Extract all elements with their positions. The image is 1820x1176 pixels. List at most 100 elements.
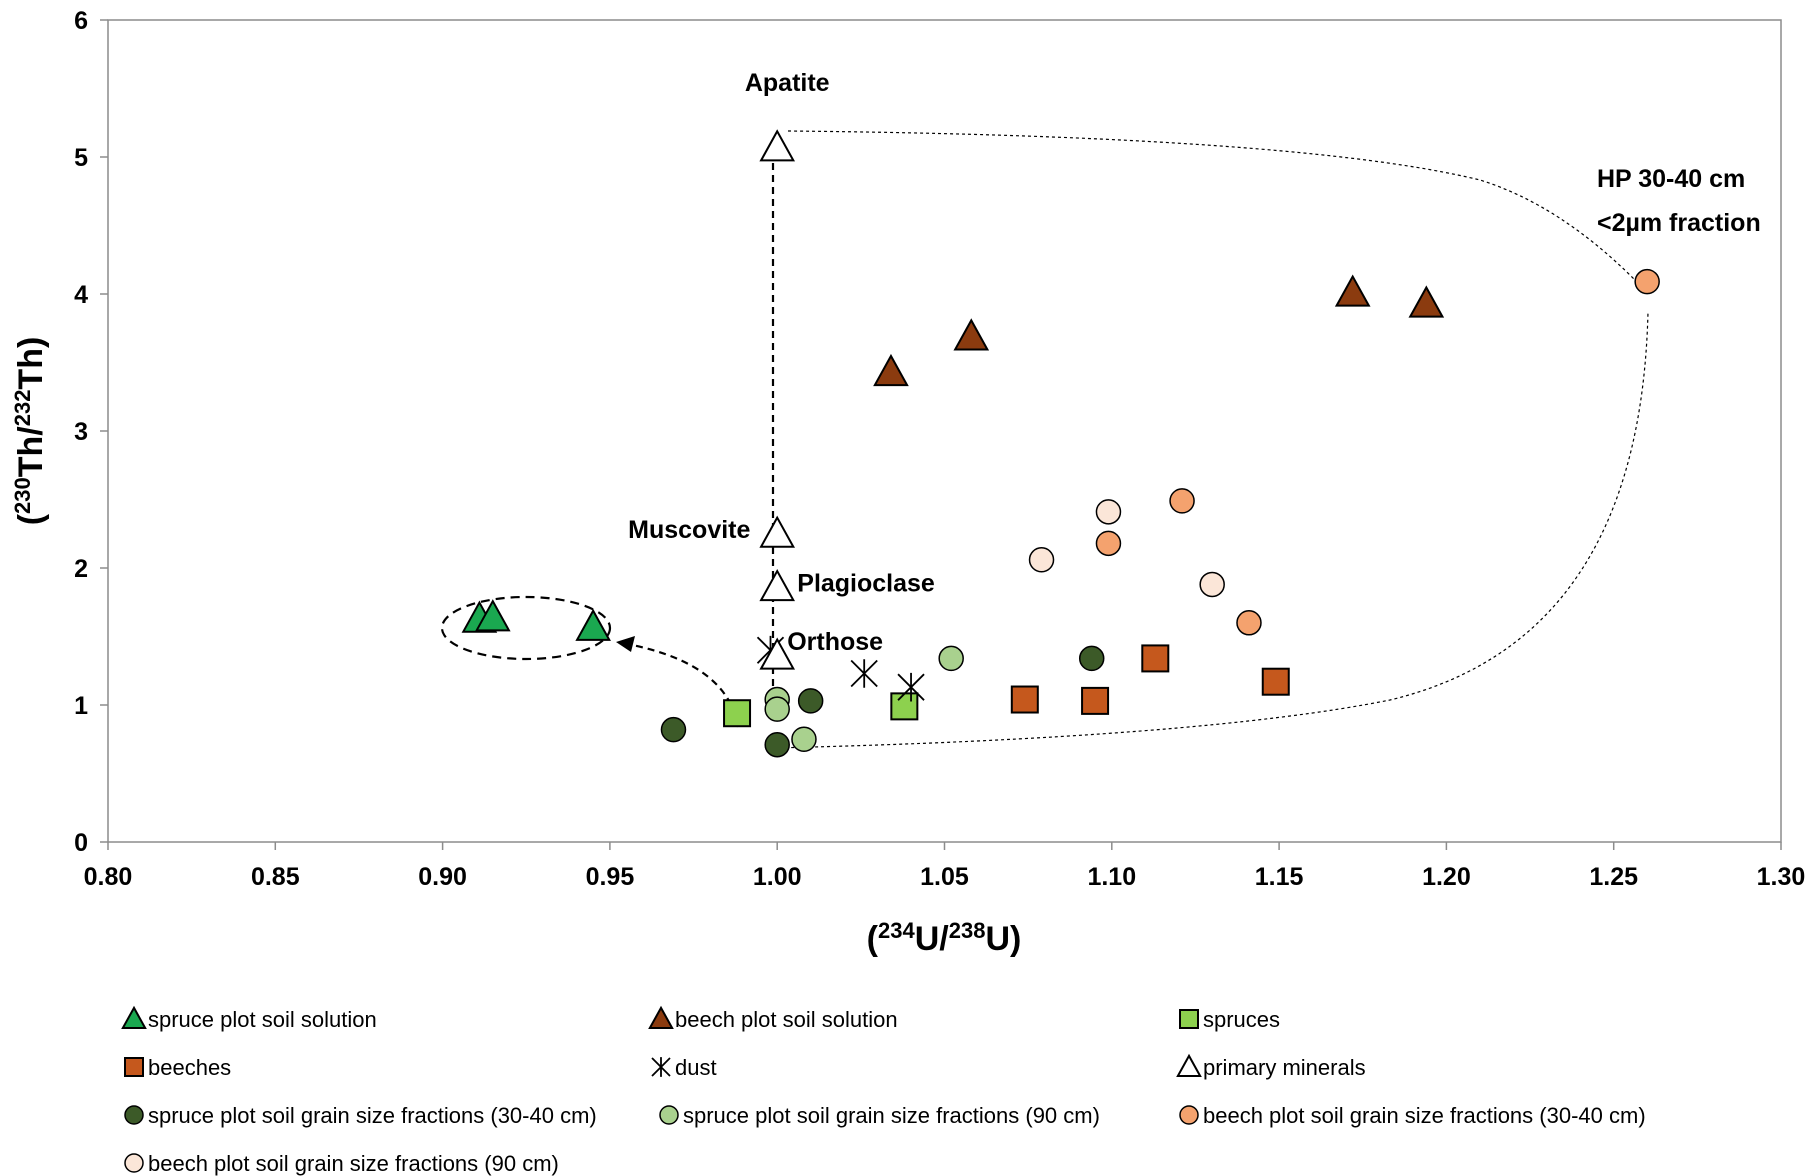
y-axis-title: (230Th/232Th) bbox=[10, 337, 51, 526]
legend-label: spruce plot soil solution bbox=[148, 1007, 377, 1032]
legend-marker bbox=[124, 1153, 144, 1173]
legend-label: dust bbox=[675, 1055, 717, 1080]
x-tick-label: 1.10 bbox=[1087, 863, 1136, 891]
point-dust bbox=[897, 672, 925, 702]
envelope-line-lower bbox=[772, 311, 1649, 749]
x-tick-label: 1.05 bbox=[920, 863, 969, 891]
envelope-line-upper bbox=[787, 130, 1636, 281]
annotation-label: Plagioclase bbox=[797, 569, 935, 597]
y-tick-label: 1 bbox=[74, 692, 88, 720]
legend-item: spruces bbox=[1179, 1007, 1280, 1032]
legend: spruce plot soil solution beech plot soil… bbox=[121, 1005, 1646, 1176]
point-spruces bbox=[723, 699, 752, 728]
x-tick-label: 0.80 bbox=[84, 863, 133, 891]
point-spruce-plot-soil-grain-size-fractions-90-cm bbox=[791, 726, 817, 752]
legend-label: spruces bbox=[1203, 1007, 1280, 1032]
trend-arrow-head bbox=[616, 636, 635, 652]
y-tick-label: 0 bbox=[74, 829, 88, 857]
point-beech-plot-soil-solution bbox=[1408, 285, 1445, 318]
plot-area bbox=[107, 19, 1782, 843]
point-beech-plot-soil-grain-size-fractions-30-40-cm bbox=[1236, 610, 1262, 636]
annotation-label: HP 30-40 cm bbox=[1597, 165, 1745, 193]
point-beech-plot-soil-solution bbox=[953, 318, 990, 351]
y-tick-label: 6 bbox=[74, 7, 88, 35]
trend-arrow-line bbox=[631, 643, 740, 728]
legend-label: spruce plot soil grain size fractions (9… bbox=[683, 1103, 1100, 1128]
y-tick-label: 2 bbox=[74, 555, 88, 583]
legend-marker bbox=[1179, 1009, 1199, 1029]
y-tick-label: 5 bbox=[74, 144, 88, 172]
data-points bbox=[461, 129, 1660, 758]
point-beech-plot-soil-grain-size-fractions-90-cm bbox=[1199, 571, 1225, 598]
point-beech-plot-soil-solution bbox=[873, 353, 909, 387]
point-primary-minerals bbox=[759, 129, 796, 162]
x-tick-label: 1.25 bbox=[1589, 863, 1638, 891]
legend-marker bbox=[121, 1005, 147, 1029]
annotation-label: Muscovite bbox=[628, 516, 750, 544]
x-axis: 0.80 0.85 0.90 0.95 1.00 1.05 1.10 1.15 1.20 1.25… bbox=[84, 842, 1805, 891]
y-axis-title-sup2: 232 bbox=[10, 390, 35, 427]
x-tick-label: 0.85 bbox=[251, 863, 300, 891]
legend-item: beech plot soil grain size fractions (90… bbox=[124, 1151, 559, 1176]
point-beeches bbox=[1010, 685, 1039, 714]
point-spruce-plot-soil-grain-size-fractions-30-40-cm bbox=[660, 716, 687, 743]
point-spruce-plot-soil-solution bbox=[575, 608, 611, 641]
point-dust bbox=[850, 659, 878, 688]
x-tick-label: 0.95 bbox=[586, 863, 635, 891]
legend-label: beech plot soil grain size fractions (90… bbox=[148, 1151, 559, 1176]
legend-marker bbox=[1179, 1105, 1199, 1125]
legend-item: beech plot soil grain size fractions (30… bbox=[1179, 1103, 1646, 1128]
legend-label: spruce plot soil grain size fractions (3… bbox=[148, 1103, 597, 1128]
annotation-label: Apatite bbox=[745, 69, 830, 97]
legend-label: beech plot soil solution bbox=[675, 1007, 898, 1032]
legend-item: beech plot soil solution bbox=[648, 1005, 898, 1032]
legend-item: dust bbox=[651, 1055, 717, 1080]
x-tick-label: 1.20 bbox=[1422, 863, 1471, 891]
x-axis-title-mid: U/ bbox=[915, 920, 950, 958]
point-spruce-plot-soil-grain-size-fractions-90-cm bbox=[938, 645, 964, 672]
x-axis-title-open: ( bbox=[867, 920, 879, 958]
y-axis-title-open: ( bbox=[12, 513, 50, 525]
x-tick-label: 1.15 bbox=[1255, 863, 1304, 891]
point-spruce-plot-soil-grain-size-fractions-30-40-cm bbox=[797, 688, 824, 714]
point-beeches bbox=[1141, 644, 1170, 673]
legend-marker bbox=[659, 1105, 679, 1125]
annotation-label: <2µm fraction bbox=[1597, 209, 1761, 237]
legend-marker bbox=[124, 1105, 144, 1125]
legend-marker bbox=[124, 1057, 144, 1077]
y-tick-label: 3 bbox=[74, 418, 88, 446]
annotations: Apatite Muscovite Plagioclase Orthose HP 30-… bbox=[628, 69, 1761, 656]
x-axis-title: (234U/238U) bbox=[867, 918, 1022, 959]
point-beeches bbox=[1081, 686, 1110, 715]
legend-item: beeches bbox=[124, 1055, 231, 1080]
point-spruces bbox=[890, 692, 919, 721]
point-spruce-plot-soil-grain-size-fractions-30-40-cm bbox=[1078, 645, 1105, 672]
point-spruce-plot-soil-grain-size-fractions-30-40-cm bbox=[764, 731, 790, 758]
y-axis-title-end: Th) bbox=[12, 337, 50, 390]
x-tick-label: 1.00 bbox=[753, 863, 802, 891]
x-tick-label: 0.90 bbox=[418, 863, 467, 891]
y-axis-title-sup1: 230 bbox=[10, 477, 35, 514]
legend-label: beeches bbox=[148, 1055, 231, 1080]
legend-label: primary minerals bbox=[1203, 1055, 1366, 1080]
legend-item: spruce plot soil grain size fractions (3… bbox=[124, 1103, 597, 1128]
x-axis-title-sup2: 238 bbox=[949, 918, 986, 943]
legend-item: primary minerals bbox=[1176, 1053, 1366, 1080]
point-primary-minerals bbox=[759, 637, 796, 670]
legend-item: spruce plot soil grain size fractions (9… bbox=[659, 1103, 1100, 1128]
legend-marker bbox=[651, 1057, 671, 1077]
point-primary-minerals bbox=[759, 515, 796, 548]
solution-cluster-ellipse bbox=[440, 595, 612, 661]
point-beeches bbox=[1261, 667, 1290, 696]
y-tick-label: 4 bbox=[74, 281, 88, 309]
point-beech-plot-soil-grain-size-fractions-30-40-cm bbox=[1095, 530, 1122, 557]
legend-marker bbox=[648, 1005, 674, 1029]
point-beech-plot-soil-grain-size-fractions-30-40-cm bbox=[1634, 268, 1660, 295]
guide-lines bbox=[440, 130, 1649, 749]
y-axis-title-mid: Th/ bbox=[12, 426, 50, 478]
x-axis-title-sup1: 234 bbox=[878, 918, 915, 943]
legend-label: beech plot soil grain size fractions (30… bbox=[1203, 1103, 1646, 1128]
point-beech-plot-soil-grain-size-fractions-90-cm bbox=[1028, 547, 1055, 573]
y-axis: 0 1 2 3 4 5 6 bbox=[74, 7, 108, 857]
point-primary-minerals bbox=[759, 568, 796, 602]
